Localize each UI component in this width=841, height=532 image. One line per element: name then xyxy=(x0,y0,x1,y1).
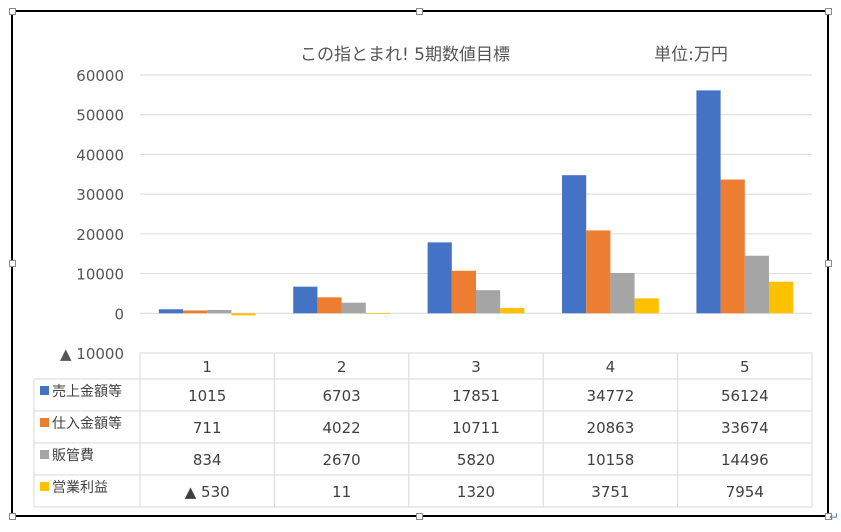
table-cell: 34772 xyxy=(587,387,635,405)
y-tick-label: 30000 xyxy=(76,186,124,204)
resize-handle-bottom-left[interactable] xyxy=(9,513,16,520)
bar[interactable] xyxy=(317,297,342,314)
legend-label: 営業利益 xyxy=(52,480,108,496)
x-tick-label: 5 xyxy=(740,358,750,376)
bar[interactable] xyxy=(365,313,390,315)
y-tick-label: 50000 xyxy=(76,107,124,125)
resize-handle-top[interactable] xyxy=(416,8,423,15)
table-cell: 834 xyxy=(193,451,222,469)
table-cell: 17851 xyxy=(452,387,500,405)
y-tick-label: 20000 xyxy=(76,226,124,244)
bar[interactable] xyxy=(696,90,721,314)
table-cell: 6703 xyxy=(323,387,361,405)
resize-handle-right[interactable] xyxy=(825,260,832,267)
bar[interactable] xyxy=(720,179,745,314)
unit-label: 単位:万円 xyxy=(654,45,728,65)
legend-swatch xyxy=(40,450,49,459)
table-cell: 3751 xyxy=(591,483,629,501)
table-cell: 33674 xyxy=(721,419,769,437)
bar[interactable] xyxy=(476,290,501,314)
table-cell: 20863 xyxy=(587,419,635,437)
y-tick-label: 40000 xyxy=(76,146,124,164)
bar[interactable] xyxy=(207,309,232,314)
legend-label: 販管費 xyxy=(52,448,94,464)
table-cell: 5820 xyxy=(457,451,495,469)
bar[interactable] xyxy=(427,242,452,314)
table-cell: 7954 xyxy=(726,483,764,501)
y-tick-label: 60000 xyxy=(76,67,124,85)
bars xyxy=(158,90,794,316)
table-cell: 1015 xyxy=(188,387,226,405)
table-cell: 711 xyxy=(193,419,222,437)
table-cell: 4022 xyxy=(323,419,361,437)
bar[interactable] xyxy=(183,310,208,314)
bar[interactable] xyxy=(293,286,318,314)
resize-handle-left[interactable] xyxy=(9,260,16,267)
table-cell: 10158 xyxy=(587,451,635,469)
bar[interactable] xyxy=(231,313,256,316)
legend-label: 売上金額等 xyxy=(52,383,122,400)
chart-title: この指とまれ! 5期数値目標 xyxy=(300,45,510,65)
y-tick-label: 10000 xyxy=(76,266,124,284)
y-axis: 60000 50000 40000 30000 20000 10000 0 ▲ 10000 xyxy=(60,67,124,363)
table-cell: 1320 xyxy=(457,483,495,501)
resize-handle-bottom-right[interactable] xyxy=(825,513,832,520)
x-tick-label: 1 xyxy=(202,358,212,376)
table-cell: 10711 xyxy=(452,419,500,437)
x-tick-label: 4 xyxy=(606,358,616,376)
paragraph-return-icon: ↵ xyxy=(828,510,839,524)
bar[interactable] xyxy=(634,298,659,314)
resize-handle-bottom[interactable] xyxy=(416,513,423,520)
bar[interactable] xyxy=(768,281,794,314)
bar[interactable] xyxy=(451,270,476,314)
bar[interactable] xyxy=(500,308,525,314)
y-tick-label: 0 xyxy=(114,305,124,323)
table-cell: 14496 xyxy=(721,451,769,469)
x-tick-label: 2 xyxy=(337,358,347,376)
x-tick-label: 3 xyxy=(471,358,481,376)
legend-swatch xyxy=(40,418,49,427)
bar[interactable] xyxy=(586,230,611,314)
bar[interactable] xyxy=(341,302,366,314)
resize-handle-top-right[interactable] xyxy=(825,8,832,15)
resize-handle-top-left[interactable] xyxy=(9,8,16,15)
legend-swatch xyxy=(40,386,49,395)
legend-swatch xyxy=(40,482,49,491)
bar[interactable] xyxy=(744,255,769,314)
legend-label: 仕入金額等 xyxy=(52,415,122,432)
table-cell: ▲ 530 xyxy=(185,483,230,501)
table-cell: 2670 xyxy=(323,451,361,469)
data-table: 1 2 3 4 5 売上金額等 1015 6703 17851 34772 56124 仕入金額等 71… xyxy=(33,352,813,508)
table-cell: 56124 xyxy=(721,387,769,405)
table-cell: 11 xyxy=(332,483,351,501)
bar[interactable] xyxy=(562,175,587,314)
y-tick-label: ▲ 10000 xyxy=(60,345,124,363)
bar[interactable] xyxy=(158,309,184,314)
bar[interactable] xyxy=(610,272,635,314)
